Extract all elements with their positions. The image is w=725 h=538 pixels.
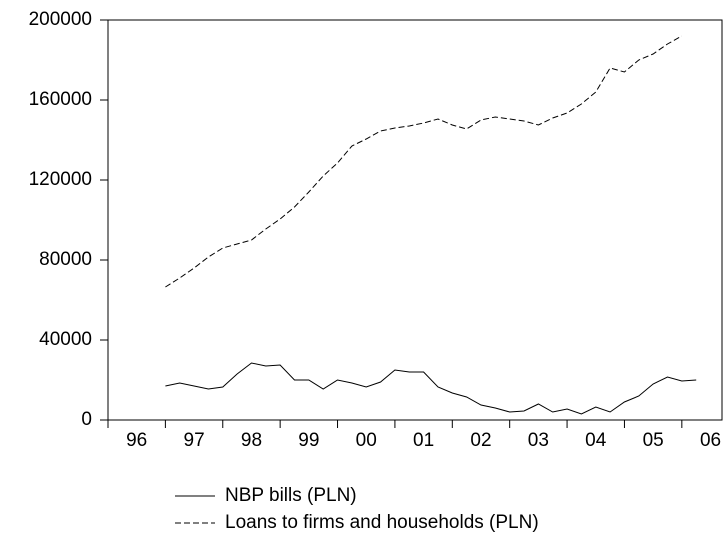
y-tick-label: 120000 — [29, 169, 92, 190]
x-tick-label: 98 — [241, 430, 262, 451]
x-tick-label: 00 — [356, 430, 377, 451]
legend-label: Loans to firms and households (PLN) — [225, 512, 539, 533]
series-line — [165, 362, 697, 415]
legend-label: NBP bills (PLN) — [225, 485, 357, 506]
x-tick-label: 97 — [184, 430, 205, 451]
x-tick-label: 04 — [585, 430, 607, 451]
x-tick-label: 01 — [413, 430, 434, 451]
plot-frame — [107, 19, 723, 421]
x-tick-label: 96 — [126, 430, 147, 451]
x-tick-label: 99 — [298, 430, 319, 451]
x-tick-label: 02 — [470, 430, 491, 451]
x-tick-label: 06 — [700, 430, 721, 451]
series-line — [165, 35, 683, 288]
y-tick-label: 40000 — [39, 329, 92, 350]
y-tick-label: 80000 — [39, 249, 92, 270]
y-tick-label: 200000 — [29, 9, 92, 30]
x-tick-label: 03 — [528, 430, 549, 451]
y-tick-label: 160000 — [29, 89, 92, 110]
y-tick-label: 0 — [81, 409, 92, 430]
x-tick-label: 05 — [643, 430, 664, 451]
